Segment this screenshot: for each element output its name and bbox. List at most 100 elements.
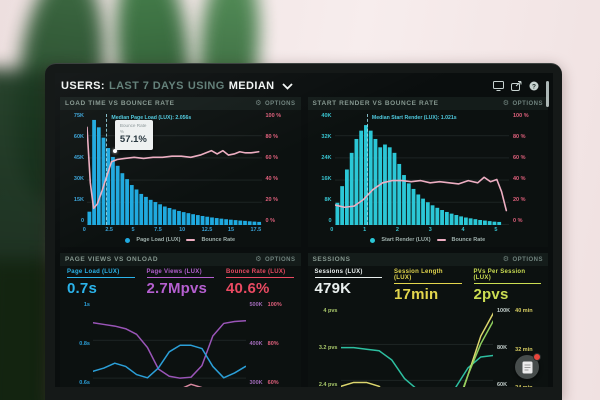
y-tick: 15K [73,197,84,204]
panel-title: SESSIONS [312,256,351,263]
help-icon[interactable]: ? [529,81,539,91]
kpi-label: PVs Per Session (LUX) [473,269,541,284]
kpi-label: Page Views (LUX) [146,269,214,278]
y-tick: 3.2 pvs [318,344,338,351]
y-tick: 1s [83,302,90,308]
chevron-down-icon [281,82,293,90]
y-tick: 100 % [513,113,529,119]
range-label: LAST 7 DAYS [108,80,184,92]
scrollbar[interactable] [546,81,549,107]
dashboard-screen: USERS: LAST 7 DAYS USING MEDIAN ? LOAD T… [55,73,553,387]
y-tick: 24K [321,155,332,162]
x-tick: 15 [227,227,235,233]
y-tick: 60% [267,379,279,386]
panel-title: PAGE VIEWS VS ONLOAD [65,256,159,263]
panel-header: PAGE VIEWS VS ONLOAD ⚙ OPTIONS [60,253,301,266]
options-button[interactable]: ⚙ OPTIONS [255,256,296,263]
panel-start-render: START RENDER VS BOUNCE RATE ⚙ OPTIONS 40K… [307,97,549,247]
y-axis-right-bounce: 100%80%60%40% [267,302,282,387]
notification-badge [533,353,541,361]
svg-text:?: ? [532,83,536,90]
sessions-chart[interactable] [340,309,493,387]
legend-dash-icon [186,239,196,241]
y-tick: 0 % [265,218,275,225]
y-tick: 20 % [265,197,279,204]
panel-page-views: PAGE VIEWS VS ONLOAD ⚙ OPTIONS Page Load … [60,253,301,387]
panel-sessions: SESSIONS ⚙ OPTIONS Sessions (LUX) 479K Se… [307,253,549,387]
y-tick: 60K [497,381,508,387]
load-time-chart[interactable]: Median Page Load (LUX): 2.056s Bounce Ra… [87,114,262,225]
y-tick: 80% [267,340,279,347]
metric-label: MEDIAN [228,80,275,92]
users-prefix: USERS: [61,80,105,92]
x-tick: 7.5 [154,227,162,233]
tooltip-value: 57.1% [119,134,147,146]
y-tick: 80 % [265,134,279,141]
kpi-row: Sessions (LUX) 479K Session Length (LUX)… [308,266,549,305]
kpi-value: 17min [394,286,439,303]
y-tick: 45K [73,155,84,162]
kpi-value: 2pvs [473,286,509,303]
legend-dot-icon [125,237,131,243]
notification-launcher[interactable] [515,353,541,379]
users-range-dropdown[interactable]: USERS: LAST 7 DAYS USING MEDIAN [61,80,293,92]
options-button[interactable]: ⚙ OPTIONS [502,100,543,107]
y-tick: 16K [321,176,332,183]
y-tick: 60K [73,134,84,141]
y-tick: 300K [249,379,263,386]
kpi-label: Session Length (LUX) [394,269,462,284]
start-render-chart[interactable]: Median Start Render (LUX): 1.021s [334,114,509,225]
y-tick: 32K [321,134,332,141]
page-views-chart[interactable] [93,303,246,387]
median-line: Median Page Load (LUX): 2.056s [106,114,191,225]
x-tick: 3 [428,227,432,233]
kpi-row: Page Load (LUX) 0.7s Page Views (LUX) 2.… [60,266,301,299]
y-axis-left: 40K 32K 24K 16K 8K 0 [311,113,335,225]
kpi-page-views: Page Views (LUX) 2.7Mpvs [146,269,214,297]
dashboard-grid: LOAD TIME VS BOUNCE RATE ⚙ OPTIONS 75K 60K… [55,97,553,387]
kpi-value: 0.7s [67,280,97,297]
y-tick: 2.4 pvs [318,381,338,387]
x-tick: 0 [330,227,334,233]
panel-load-time: LOAD TIME VS BOUNCE RATE ⚙ OPTIONS 75K 60K… [60,97,301,247]
y-tick: 100 % [265,113,282,119]
legend-dot-icon [370,237,376,243]
kpi-value: 40.6% [226,280,270,297]
y-axis-right: 100 % 80 % 60 % 40 % 20 % 0 % [509,113,545,225]
y-axis-right: 100 % 80 % 60 % 40 % 20 % 0 % [262,113,298,225]
kpi-sessions: Sessions (LUX) 479K [314,269,382,303]
gear-icon: ⚙ [255,100,262,107]
options-button[interactable]: ⚙ OPTIONS [502,256,543,263]
x-tick: 10 [179,227,186,233]
y-tick: 60 % [265,155,279,162]
panel-header: SESSIONS ⚙ OPTIONS [307,253,548,266]
monitor-icon[interactable] [493,81,504,91]
y-tick: 500K [249,302,263,308]
x-tick: 2.5 [105,227,113,233]
y-axis-right: 500K400K300K200K 100%80%60%40% [246,302,298,387]
y-tick: 0 [80,218,84,225]
options-button[interactable]: ⚙ OPTIONS [255,100,296,107]
kpi-pvs-per-session: PVs Per Session (LUX) 2pvs [473,269,541,303]
y-tick: 0.8s [79,340,90,347]
app-header: USERS: LAST 7 DAYS USING MEDIAN ? [55,73,553,97]
y-tick: 80K [497,344,508,351]
x-tick: 12.5 [201,227,213,233]
panel-title: START RENDER VS BOUNCE RATE [312,100,439,107]
legend: Start Render (LUX) Bounce Rate [308,235,549,247]
y-tick: 32 min [515,346,533,353]
y-tick: 8K [324,197,332,204]
x-tick: 5 [494,227,498,233]
y-tick: 100K [497,308,511,314]
note-icon [522,361,532,373]
share-icon[interactable] [511,81,522,91]
panel-header: START RENDER VS BOUNCE RATE ⚙ OPTIONS [307,97,548,110]
y-tick: 0 [328,218,332,225]
gear-icon: ⚙ [502,100,510,107]
y-tick: 40 % [513,176,526,183]
kpi-label: Sessions (LUX) [314,269,382,278]
x-tick: 2 [395,227,399,233]
